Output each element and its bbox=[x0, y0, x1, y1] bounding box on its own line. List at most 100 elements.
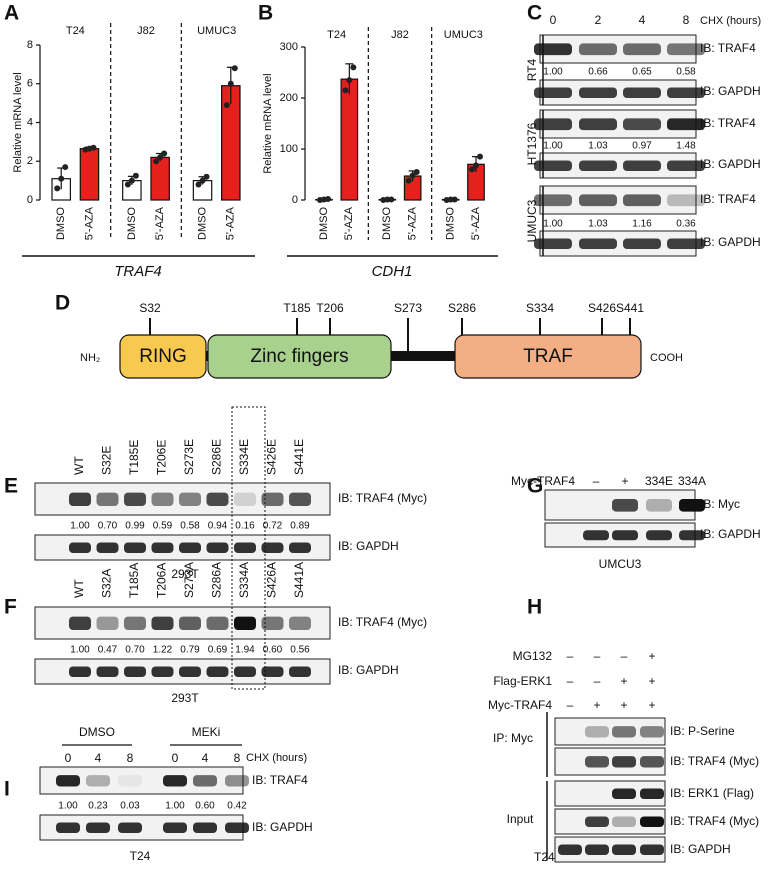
blot-band bbox=[667, 87, 705, 98]
lane-label: WT bbox=[72, 579, 86, 598]
blot-band bbox=[118, 775, 142, 787]
quantification: 1.00 bbox=[70, 645, 90, 656]
x-tick-label: DMSO bbox=[381, 207, 393, 240]
cell-line-label: 293T bbox=[171, 567, 199, 581]
blot-label: IB: GAPDH bbox=[670, 842, 731, 856]
blot-band bbox=[56, 775, 80, 787]
terminus-label: COOH bbox=[650, 352, 683, 364]
quantification: 1.94 bbox=[235, 645, 255, 656]
data-point bbox=[350, 64, 357, 71]
lane-label: T185E bbox=[127, 440, 141, 475]
blot-band bbox=[56, 822, 80, 833]
x-tick-label: 5'-AZA bbox=[343, 206, 355, 240]
lane-label: 0 bbox=[550, 13, 557, 27]
group-label: Input bbox=[507, 812, 534, 826]
blot-band bbox=[579, 194, 617, 207]
blot-label: IB: TRAF4 bbox=[700, 192, 756, 206]
quantification: 0.36 bbox=[676, 219, 696, 230]
quantification: 0.03 bbox=[120, 801, 140, 812]
blot-band bbox=[179, 666, 201, 677]
quantification: 1.00 bbox=[58, 801, 78, 812]
highlight-box bbox=[231, 406, 266, 690]
domain-label: TRAF bbox=[523, 346, 573, 367]
site-label: T185 bbox=[283, 301, 311, 315]
blot-band bbox=[151, 542, 174, 553]
y-axis-label: Relative mRNA level bbox=[12, 72, 24, 172]
blot-band bbox=[124, 542, 146, 553]
blot-label: IB: GAPDH bbox=[338, 539, 399, 553]
blot-band bbox=[234, 666, 256, 677]
lane-label: – bbox=[594, 674, 601, 688]
blot-band bbox=[623, 160, 661, 171]
quantification: 1.00 bbox=[543, 141, 563, 152]
group-label: UMUC3 bbox=[197, 25, 236, 37]
blot-band bbox=[585, 844, 609, 855]
terminus-label: NH₂ bbox=[80, 352, 100, 364]
quantification: 1.00 bbox=[543, 219, 563, 230]
lane-label: + bbox=[621, 474, 628, 488]
blot-band bbox=[261, 666, 284, 677]
group-label: IP: Myc bbox=[493, 731, 533, 745]
blot-band bbox=[612, 788, 636, 799]
domain bbox=[119, 334, 207, 379]
blot-band bbox=[579, 87, 617, 98]
quantification: 0.59 bbox=[153, 521, 173, 532]
quantification: 0.66 bbox=[588, 67, 608, 78]
blot-band bbox=[534, 194, 572, 207]
blot-band bbox=[612, 756, 636, 768]
blot-label: IB: TRAF4 (Myc) bbox=[670, 814, 759, 828]
blot-band bbox=[640, 844, 664, 855]
domain bbox=[454, 334, 642, 379]
y-axis-label: Relative mRNA level bbox=[262, 73, 274, 173]
data-point bbox=[90, 144, 97, 151]
data-point bbox=[477, 153, 483, 160]
condition-label: Flag-ERK1 bbox=[493, 674, 552, 688]
panel-letter: D bbox=[55, 292, 70, 315]
lane-label: T206E bbox=[155, 440, 169, 475]
blot-band bbox=[534, 43, 572, 56]
quantification: 0.56 bbox=[290, 645, 310, 656]
lane-label: – bbox=[567, 698, 574, 712]
blot-band bbox=[206, 666, 229, 677]
blot-band bbox=[534, 118, 572, 131]
quantification: 0.65 bbox=[632, 67, 652, 78]
data-point bbox=[231, 65, 238, 72]
blot-band bbox=[612, 726, 636, 738]
lane-label: – bbox=[567, 649, 574, 663]
lane-label: + bbox=[648, 649, 655, 663]
site-label: S334 bbox=[526, 301, 554, 315]
panel-letter: E bbox=[4, 475, 18, 498]
data-point bbox=[58, 175, 65, 182]
blot-band bbox=[124, 616, 146, 631]
group-label: UMUC3 bbox=[444, 29, 483, 41]
blot-band bbox=[289, 542, 311, 553]
data-point bbox=[325, 195, 331, 202]
lane-label: 4 bbox=[639, 13, 646, 27]
blot-band bbox=[261, 492, 284, 507]
blot-label: IB: GAPDH bbox=[700, 527, 761, 541]
lane-label: 334E bbox=[645, 474, 673, 488]
blot-band bbox=[86, 775, 110, 787]
cell-line-label: T24 bbox=[534, 850, 555, 864]
data-point bbox=[199, 177, 206, 184]
data-point bbox=[157, 154, 164, 161]
quantification: 1.48 bbox=[676, 141, 696, 152]
blot-band bbox=[623, 194, 661, 207]
blot-band bbox=[640, 816, 664, 827]
lane-label: S32E bbox=[100, 446, 114, 475]
treatment-label: CHX (hours) bbox=[246, 752, 307, 764]
y-tick-label: 8 bbox=[27, 39, 33, 51]
quantification: 0.70 bbox=[125, 645, 145, 656]
blot-label: IB: TRAF4 (Myc) bbox=[338, 491, 427, 505]
quantification: 1.00 bbox=[543, 67, 563, 78]
blot-band bbox=[585, 726, 609, 738]
data-point bbox=[161, 150, 168, 157]
panel-letter: I bbox=[4, 778, 10, 801]
site-label: S286 bbox=[448, 301, 476, 315]
quantification: 0.70 bbox=[98, 521, 118, 532]
blot-band bbox=[163, 775, 187, 787]
y-tick-label: 0 bbox=[27, 194, 33, 206]
blot-band bbox=[534, 87, 572, 98]
data-point bbox=[405, 177, 412, 184]
blot-band bbox=[206, 542, 229, 553]
